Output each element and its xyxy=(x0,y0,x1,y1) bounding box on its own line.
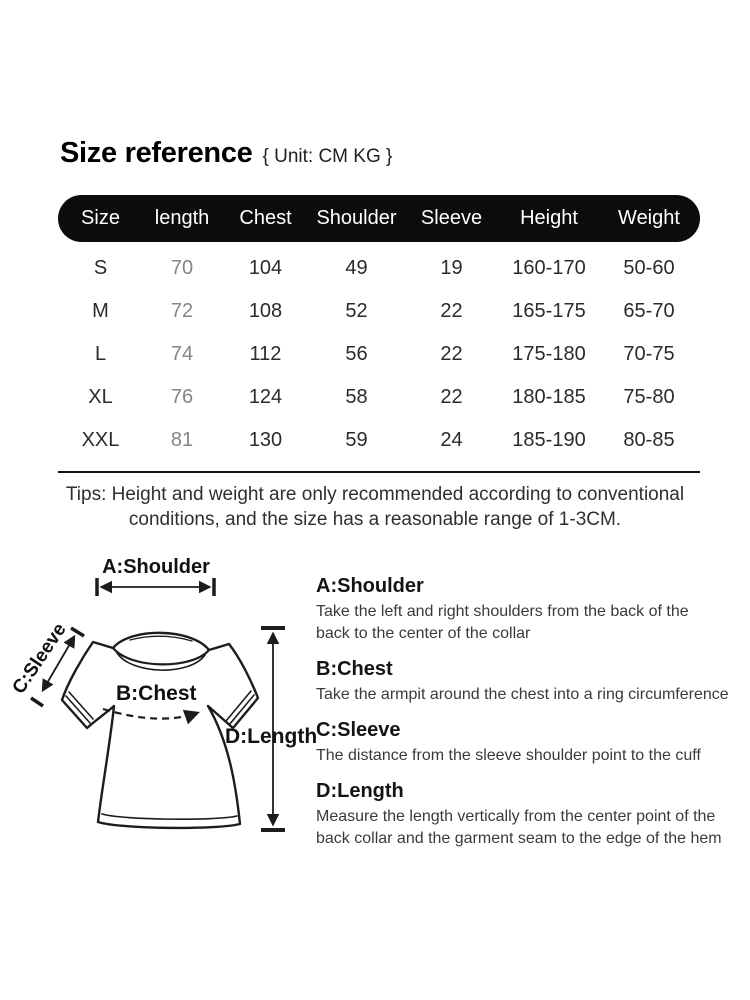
measure-guide: A:Shoulder Take the left and right shoul… xyxy=(316,574,750,862)
guide-desc: Take the armpit around the chest into a … xyxy=(316,686,729,703)
size-table-header: Size length Chest Shoulder Sleeve Height… xyxy=(58,195,700,242)
table-cell: M xyxy=(92,300,109,322)
table-cell: 49 xyxy=(345,257,368,279)
table-row: S 70 104 49 19 160-170 50-60 xyxy=(58,247,700,290)
table-cell: 24 xyxy=(440,429,463,451)
column-header-chest: Chest xyxy=(239,207,292,229)
table-row: M 72 108 52 22 165-175 65-70 xyxy=(58,290,700,333)
shoulder-arrow xyxy=(95,578,216,596)
table-cell: 70 xyxy=(170,257,194,279)
guide-title: A:Shoulder xyxy=(316,575,424,597)
table-cell: 76 xyxy=(170,386,194,408)
column-header-size: Size xyxy=(81,207,120,229)
table-cell: 52 xyxy=(345,300,368,322)
tshirt-body-path xyxy=(60,631,260,830)
table-cell: S xyxy=(93,257,108,279)
table-cell: 22 xyxy=(440,343,463,365)
diagram-label-length: D:Length xyxy=(225,725,318,748)
table-cell: 72 xyxy=(170,300,194,322)
right-cuff-ribbing xyxy=(225,690,255,726)
page-title-row: Size reference { Unit: CM KG } xyxy=(60,137,392,170)
table-cell: 108 xyxy=(248,300,283,322)
table-row: XL 76 124 58 22 180-185 75-80 xyxy=(58,376,700,419)
column-header-weight: Weight xyxy=(618,207,680,229)
table-cell: 59 xyxy=(345,429,368,451)
table-cell: 165-175 xyxy=(512,300,586,322)
table-cell: 50-60 xyxy=(623,257,675,279)
table-cell: 70-75 xyxy=(623,343,675,365)
size-table: Size length Chest Shoulder Sleeve Height… xyxy=(58,195,700,462)
table-cell: XL xyxy=(88,386,113,408)
table-row: XXL 81 130 59 24 185-190 80-85 xyxy=(58,419,700,462)
tips-text: Tips: Height and weight are only recomme… xyxy=(65,484,685,530)
chest-arrow xyxy=(102,707,200,725)
guide-title: B:Chest xyxy=(316,658,393,680)
column-header-shoulder: Shoulder xyxy=(316,207,397,229)
page-title: Size reference xyxy=(60,137,253,169)
guide-title: D:Length xyxy=(316,780,404,802)
guide-desc: Measure the length vertically from the c… xyxy=(316,808,722,847)
table-cell: 81 xyxy=(170,429,194,451)
table-cell: 74 xyxy=(170,343,194,365)
guide-block-length: D:Length Measure the length vertically f… xyxy=(316,779,750,850)
table-cell: 124 xyxy=(248,386,283,408)
guide-block-chest: B:Chest Take the armpit around the chest… xyxy=(316,657,750,706)
measurement-diagram: A:Shoulder C:Sleeve B:Chest D:Length A:S… xyxy=(0,548,750,858)
sleeve-arrow xyxy=(30,626,85,708)
table-cell: 58 xyxy=(345,386,368,408)
tshirt-diagram-svg xyxy=(30,578,285,832)
hem-line xyxy=(101,813,238,820)
column-header-length: length xyxy=(154,207,210,229)
table-cell: 19 xyxy=(440,257,463,279)
table-cell: 65-70 xyxy=(623,300,675,322)
guide-desc: Take the left and right shoulders from t… xyxy=(316,603,689,642)
table-cell: 22 xyxy=(440,386,463,408)
diagram-label-chest: B:Chest xyxy=(116,682,197,705)
back-collar-line xyxy=(129,635,193,642)
guide-block-sleeve: C:Sleeve The distance from the sleeve sh… xyxy=(316,718,750,767)
table-bottom-divider xyxy=(58,471,700,473)
table-cell: 185-190 xyxy=(512,429,586,451)
unit-note: { Unit: CM KG } xyxy=(262,146,393,167)
table-cell: XXL xyxy=(81,429,120,451)
table-cell: 56 xyxy=(345,343,368,365)
table-cell: 175-180 xyxy=(512,343,586,365)
table-cell: 130 xyxy=(248,429,283,451)
tshirt-outline xyxy=(60,631,260,830)
table-cell: 22 xyxy=(440,300,463,322)
column-header-height: Height xyxy=(520,207,578,229)
collar-opening xyxy=(111,646,211,666)
size-table-body: S 70 104 49 19 160-170 50-60 M 72 108 52 22 165-175 6… xyxy=(58,242,700,462)
guide-desc: The distance from the sleeve shoulder po… xyxy=(316,747,701,764)
table-cell: 80-85 xyxy=(623,429,675,451)
left-cuff-ribbing xyxy=(65,691,94,724)
length-arrow xyxy=(261,626,285,832)
table-cell: 112 xyxy=(249,343,282,365)
table-cell: 104 xyxy=(248,257,283,279)
diagram-label-shoulder: A:Shoulder xyxy=(102,556,210,578)
collar-ribbing xyxy=(116,652,206,671)
table-cell: L xyxy=(94,343,107,365)
table-row: L 74 112 56 22 175-180 70-75 xyxy=(58,333,700,376)
column-header-sleeve: Sleeve xyxy=(420,207,483,229)
guide-block-shoulder: A:Shoulder Take the left and right shoul… xyxy=(316,574,750,645)
table-cell: 160-170 xyxy=(512,257,586,279)
guide-title: C:Sleeve xyxy=(316,719,401,741)
table-cell: 180-185 xyxy=(512,386,586,408)
table-cell: 75-80 xyxy=(623,386,675,408)
